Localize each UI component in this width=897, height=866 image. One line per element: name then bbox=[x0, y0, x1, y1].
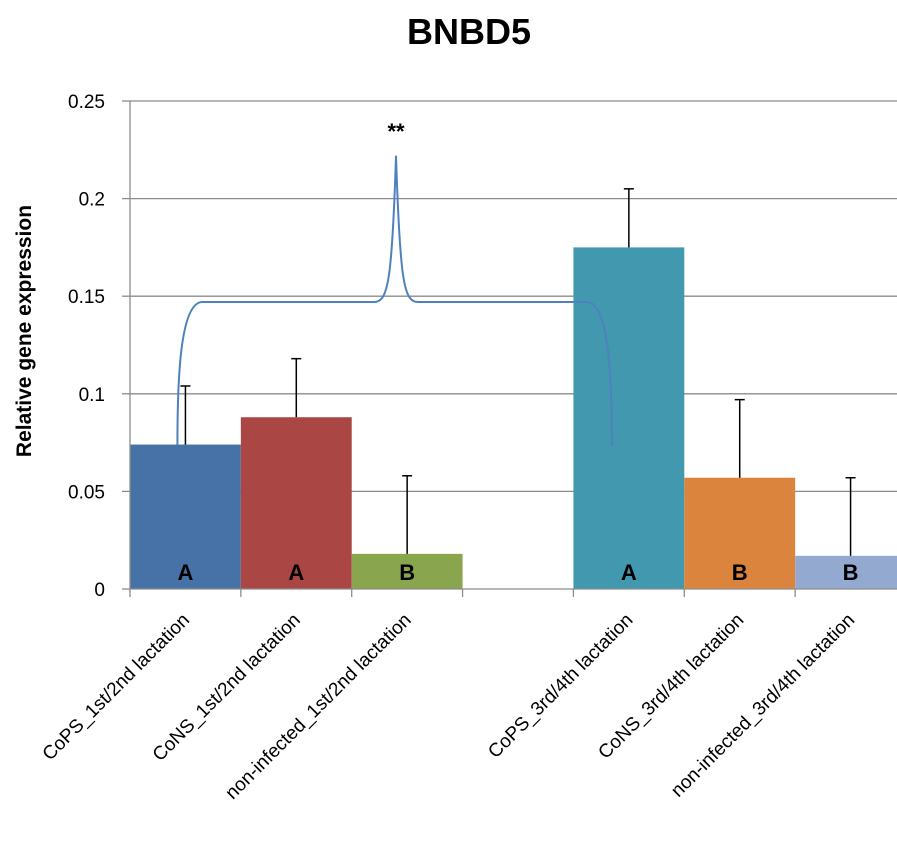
y-tick-label: 0.1 bbox=[79, 385, 105, 406]
y-tick-label: 0.25 bbox=[68, 92, 105, 113]
group-letter: A bbox=[177, 560, 193, 585]
y-tick-label: 0.2 bbox=[79, 190, 105, 211]
axes bbox=[122, 100, 897, 597]
y-tick-label: 0 bbox=[94, 580, 105, 601]
group-letter: B bbox=[843, 560, 859, 585]
group-letter: B bbox=[399, 560, 415, 585]
significance-label: ** bbox=[387, 119, 405, 144]
bar-3 bbox=[351, 553, 463, 589]
group-letter: B bbox=[732, 560, 748, 585]
significance-bracket bbox=[176, 155, 613, 446]
error-bars bbox=[180, 188, 856, 556]
y-axis-label: Relative gene expression bbox=[13, 205, 36, 457]
bar-1 bbox=[130, 444, 241, 589]
group-letter: A bbox=[621, 560, 637, 585]
bar-2 bbox=[240, 417, 352, 589]
y-tick-label: 0.05 bbox=[68, 482, 105, 503]
category-label: non-infected_3rd/4th lactation bbox=[667, 610, 859, 802]
chart-title: BNBD5 bbox=[407, 11, 531, 52]
y-tick-labels: 0 0.05 0.1 0.15 0.2 0.25 bbox=[68, 92, 105, 601]
bar-6 bbox=[684, 477, 796, 589]
group-letter: A bbox=[288, 560, 304, 585]
category-label: non-infected_1st/2nd lactation bbox=[222, 610, 416, 804]
bars bbox=[130, 247, 897, 589]
bar-5 bbox=[573, 247, 685, 589]
bar-7 bbox=[795, 555, 897, 589]
y-tick-label: 0.15 bbox=[68, 287, 105, 308]
